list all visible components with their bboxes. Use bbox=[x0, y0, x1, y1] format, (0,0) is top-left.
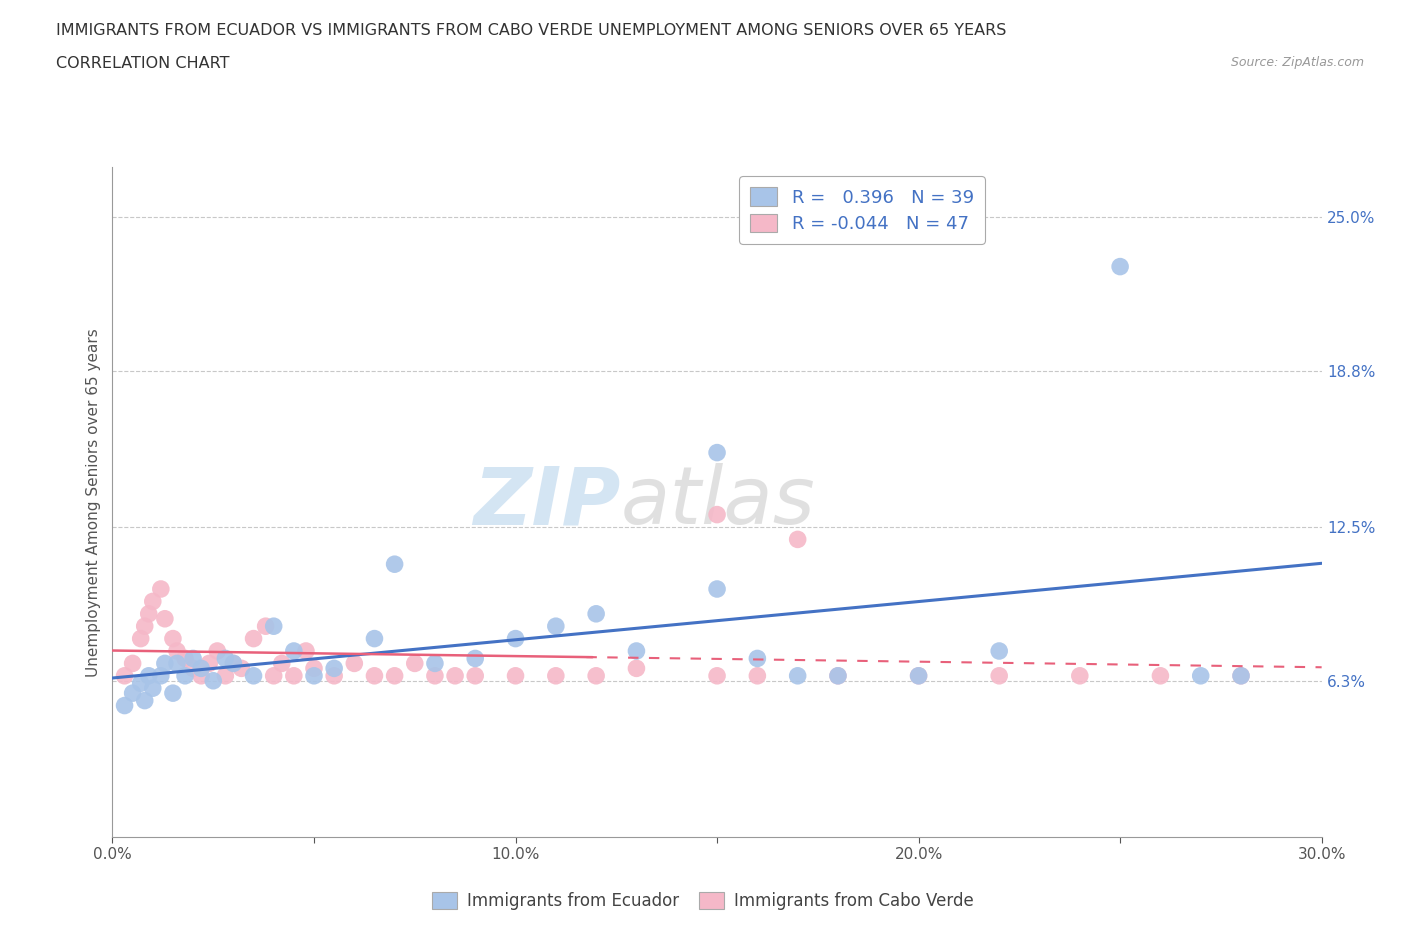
Point bbox=[907, 669, 929, 684]
Point bbox=[384, 669, 406, 684]
Point bbox=[1069, 669, 1091, 684]
Point bbox=[626, 644, 648, 658]
Point bbox=[181, 661, 204, 676]
Point bbox=[114, 669, 136, 684]
Y-axis label: Unemployment Among Seniors over 65 years: Unemployment Among Seniors over 65 years bbox=[86, 328, 101, 677]
Point bbox=[988, 644, 1011, 658]
Point bbox=[343, 656, 366, 671]
Point bbox=[138, 606, 160, 621]
Point bbox=[404, 656, 426, 671]
Point bbox=[270, 656, 292, 671]
Point bbox=[295, 644, 318, 658]
Point bbox=[363, 631, 385, 646]
Point bbox=[242, 669, 264, 684]
Point bbox=[134, 618, 156, 633]
Point bbox=[190, 669, 212, 684]
Point bbox=[142, 681, 165, 696]
Point bbox=[263, 669, 285, 684]
Point bbox=[323, 669, 346, 684]
Point bbox=[114, 698, 136, 713]
Point bbox=[142, 594, 165, 609]
Point bbox=[1189, 669, 1212, 684]
Point bbox=[162, 685, 184, 700]
Point bbox=[166, 644, 188, 658]
Point bbox=[283, 644, 305, 658]
Legend: Immigrants from Ecuador, Immigrants from Cabo Verde: Immigrants from Ecuador, Immigrants from… bbox=[426, 885, 980, 917]
Point bbox=[162, 631, 184, 646]
Point bbox=[153, 611, 176, 626]
Point bbox=[786, 669, 808, 684]
Point bbox=[254, 618, 277, 633]
Point bbox=[786, 532, 808, 547]
Point bbox=[166, 656, 188, 671]
Point bbox=[138, 669, 160, 684]
Point bbox=[988, 669, 1011, 684]
Point bbox=[464, 669, 486, 684]
Point bbox=[544, 618, 567, 633]
Point bbox=[505, 631, 527, 646]
Point bbox=[626, 661, 648, 676]
Point bbox=[129, 631, 152, 646]
Point bbox=[222, 656, 245, 671]
Point bbox=[1230, 669, 1253, 684]
Point bbox=[121, 656, 143, 671]
Point bbox=[1149, 669, 1171, 684]
Point bbox=[214, 651, 236, 666]
Point bbox=[444, 669, 467, 684]
Point bbox=[263, 618, 285, 633]
Text: atlas: atlas bbox=[620, 463, 815, 541]
Point bbox=[706, 581, 728, 596]
Point bbox=[585, 606, 607, 621]
Point bbox=[302, 661, 325, 676]
Point bbox=[149, 669, 172, 684]
Point bbox=[231, 661, 253, 676]
Point bbox=[198, 656, 221, 671]
Point bbox=[747, 669, 769, 684]
Point bbox=[544, 669, 567, 684]
Point bbox=[384, 557, 406, 572]
Point bbox=[1109, 259, 1132, 274]
Point bbox=[174, 651, 197, 666]
Point bbox=[747, 651, 769, 666]
Point bbox=[121, 685, 143, 700]
Point bbox=[222, 656, 245, 671]
Legend: R =   0.396   N = 39, R = -0.044   N = 47: R = 0.396 N = 39, R = -0.044 N = 47 bbox=[740, 177, 984, 244]
Text: Source: ZipAtlas.com: Source: ZipAtlas.com bbox=[1230, 56, 1364, 69]
Point bbox=[190, 661, 212, 676]
Point bbox=[505, 669, 527, 684]
Point bbox=[706, 445, 728, 460]
Point bbox=[907, 669, 929, 684]
Point bbox=[174, 669, 197, 684]
Point bbox=[363, 669, 385, 684]
Point bbox=[207, 644, 229, 658]
Point bbox=[181, 651, 204, 666]
Point bbox=[585, 669, 607, 684]
Point bbox=[706, 507, 728, 522]
Point bbox=[149, 581, 172, 596]
Text: CORRELATION CHART: CORRELATION CHART bbox=[56, 56, 229, 71]
Point bbox=[129, 676, 152, 691]
Point bbox=[1230, 669, 1253, 684]
Text: ZIP: ZIP bbox=[472, 463, 620, 541]
Point bbox=[423, 669, 446, 684]
Point bbox=[706, 669, 728, 684]
Point bbox=[827, 669, 849, 684]
Point bbox=[464, 651, 486, 666]
Text: IMMIGRANTS FROM ECUADOR VS IMMIGRANTS FROM CABO VERDE UNEMPLOYMENT AMONG SENIORS: IMMIGRANTS FROM ECUADOR VS IMMIGRANTS FR… bbox=[56, 23, 1007, 38]
Point bbox=[134, 693, 156, 708]
Point bbox=[283, 669, 305, 684]
Point bbox=[423, 656, 446, 671]
Point bbox=[242, 631, 264, 646]
Point bbox=[323, 661, 346, 676]
Point bbox=[214, 669, 236, 684]
Point bbox=[827, 669, 849, 684]
Point bbox=[153, 656, 176, 671]
Point bbox=[302, 669, 325, 684]
Point bbox=[202, 673, 225, 688]
